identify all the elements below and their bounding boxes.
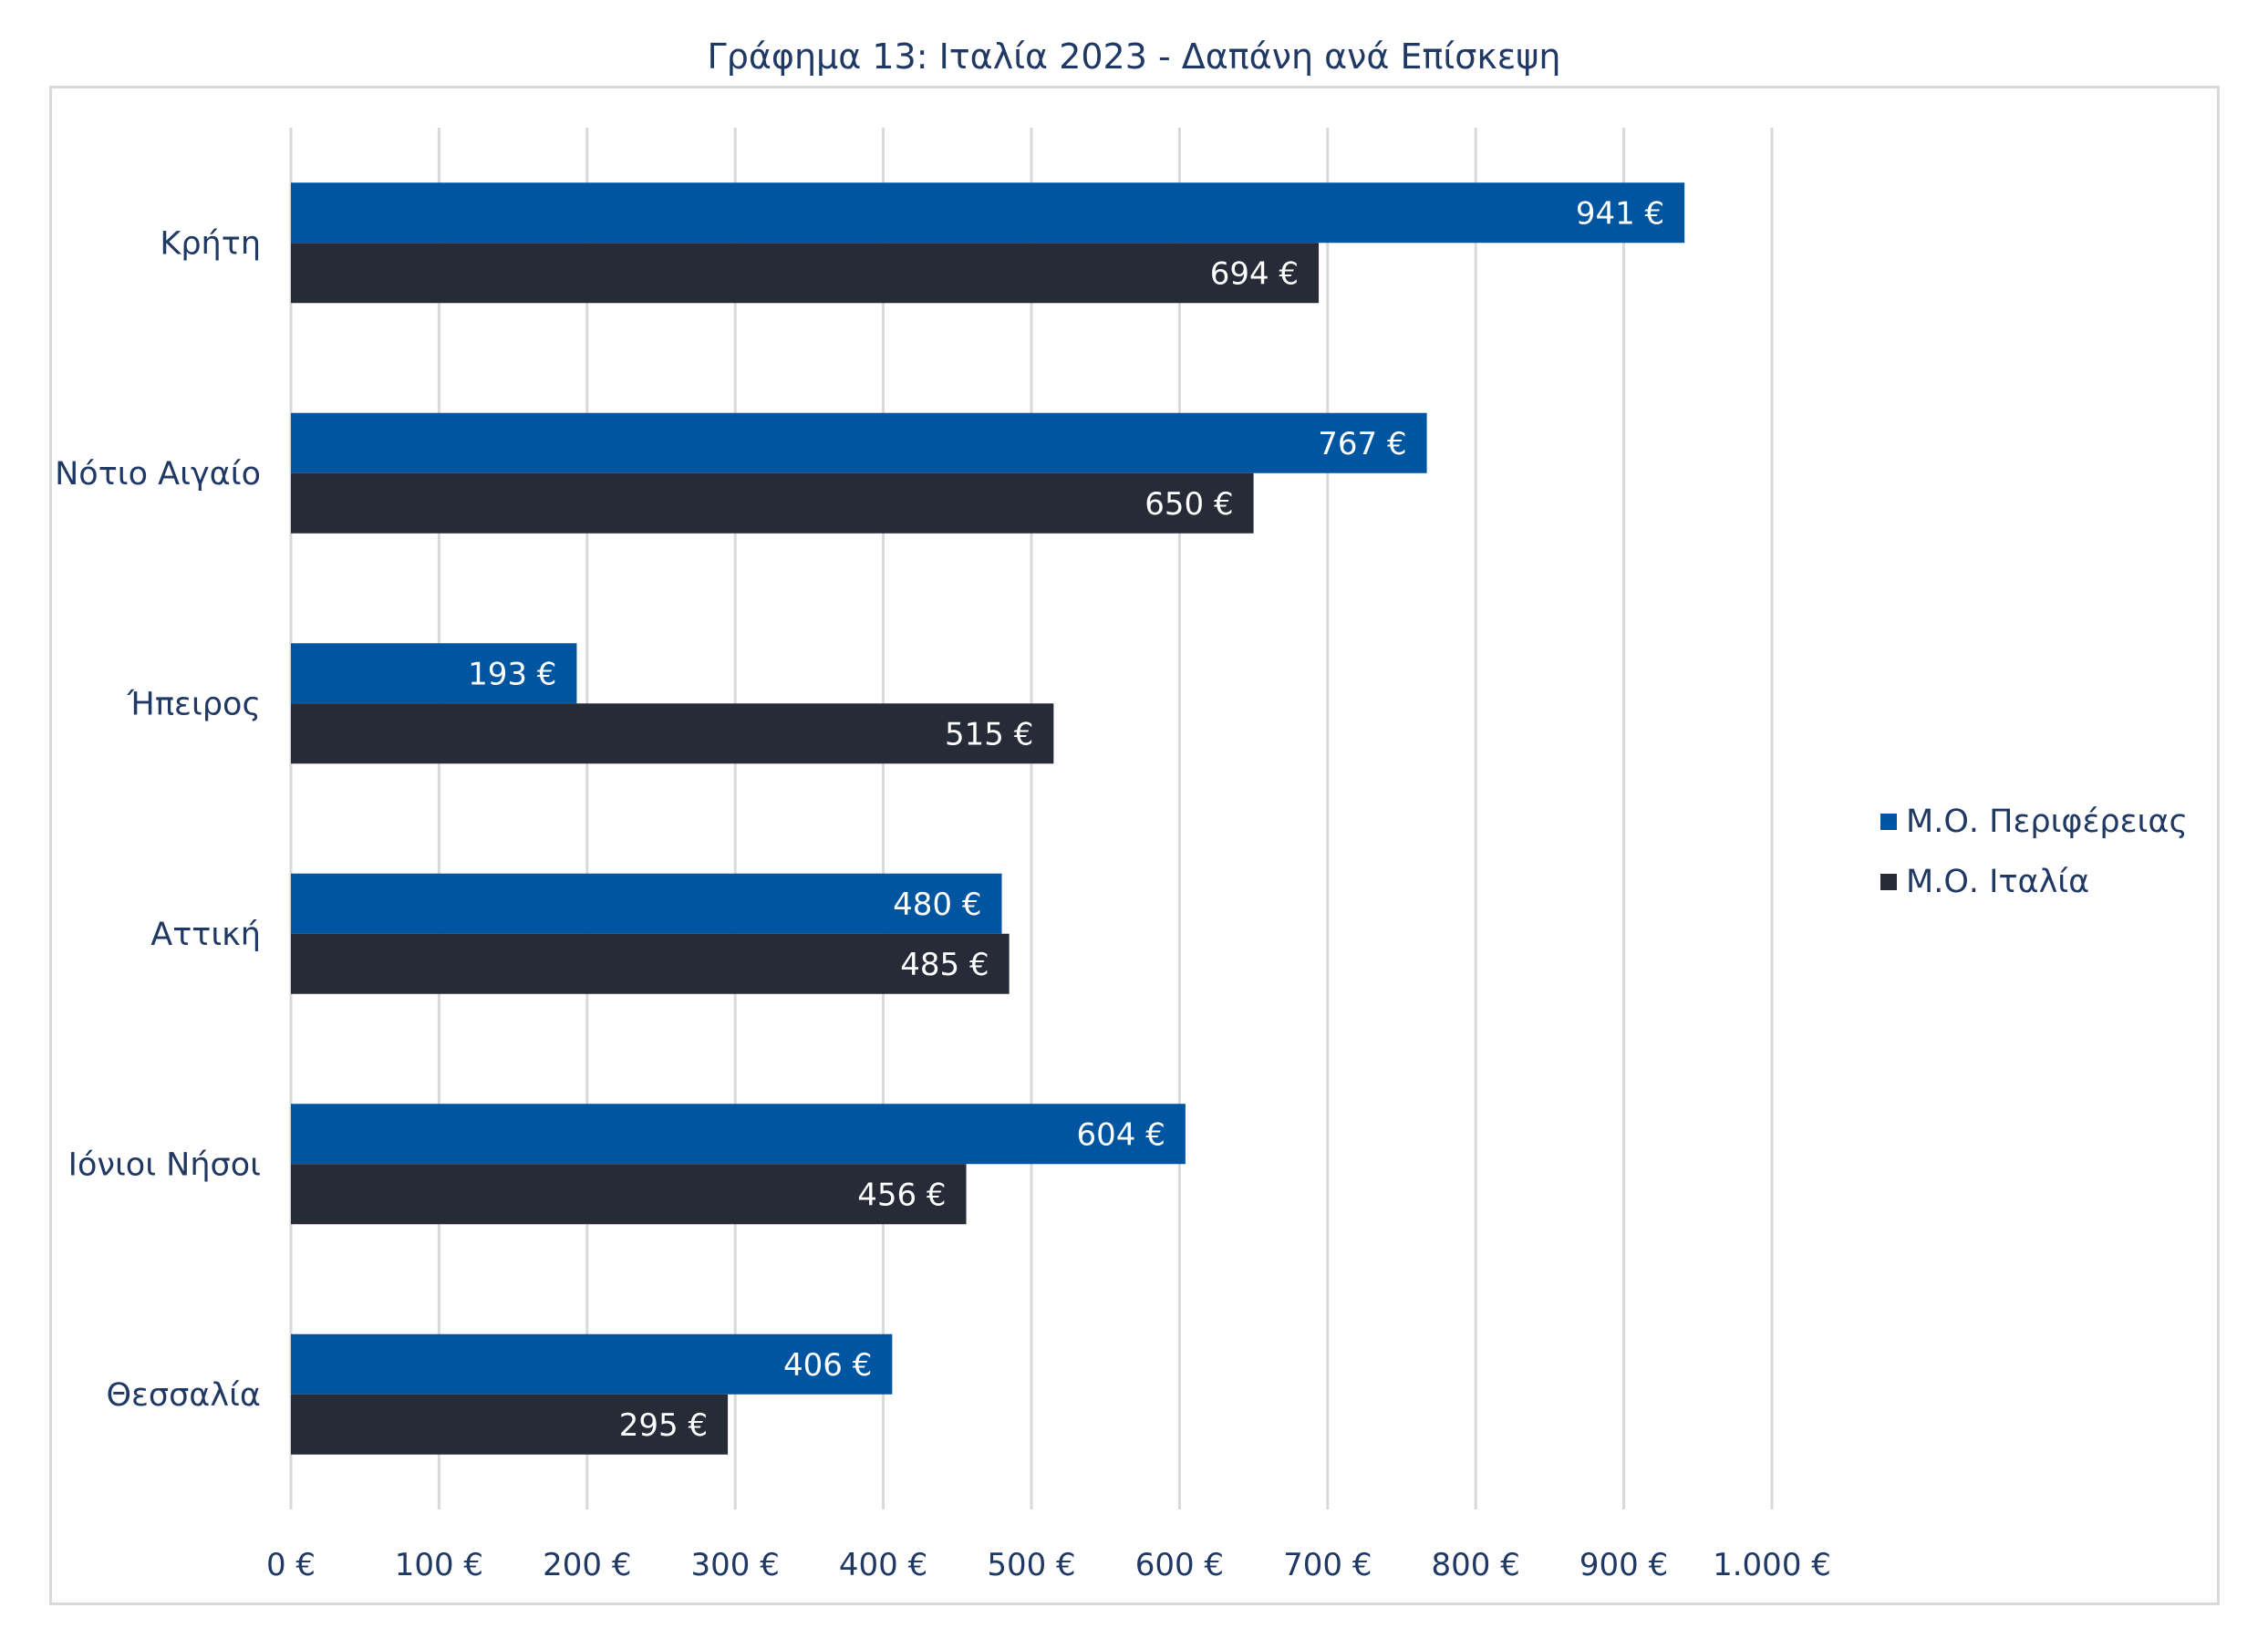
bar-italy [291, 243, 1320, 304]
bar-italy [291, 1164, 967, 1225]
x-tick-label: 1.000 € [1713, 1547, 1831, 1583]
category-label: Αττική [150, 917, 261, 953]
data-label: 941 € [1576, 195, 1664, 232]
x-tick-label: 0 € [266, 1547, 316, 1583]
legend-swatch [1880, 874, 1897, 890]
chart-frame [49, 86, 2220, 1605]
legend: Μ.Ο. Περιφέρειας Μ.Ο. Ιταλία [1880, 792, 2188, 912]
legend-swatch [1880, 814, 1897, 830]
x-tick-label: 600 € [1135, 1547, 1224, 1583]
bar-italy [291, 1394, 729, 1455]
data-label: 406 € [783, 1347, 872, 1384]
bar-region [291, 643, 577, 704]
bar-italy [291, 472, 1254, 534]
bar-region [291, 182, 1685, 244]
legend-label: Μ.Ο. Περιφέρειας [1906, 804, 2189, 840]
data-label: 480 € [893, 887, 981, 923]
data-label: 694 € [1210, 255, 1299, 292]
data-label: 650 € [1144, 486, 1233, 523]
x-tick-label: 800 € [1432, 1547, 1520, 1583]
data-label: 295 € [619, 1407, 708, 1444]
x-tick-label: 400 € [839, 1547, 927, 1583]
category-label: Ιόνιοι Νήσοι [68, 1146, 261, 1183]
data-label: 193 € [468, 656, 556, 692]
legend-item: Μ.Ο. Ιταλία [1880, 852, 2188, 912]
category-label: Ήπειρος [127, 686, 262, 722]
category-label: Θεσσαλία [106, 1377, 261, 1414]
bar-italy [291, 933, 1010, 994]
category-label: Κρήτη [160, 225, 261, 262]
data-label: 515 € [945, 716, 1033, 752]
bar-region [291, 412, 1427, 473]
x-tick-label: 100 € [395, 1547, 483, 1583]
data-label: 485 € [900, 947, 989, 983]
x-tick-label: 200 € [543, 1547, 631, 1583]
x-tick-label: 500 € [987, 1547, 1075, 1583]
legend-item: Μ.Ο. Περιφέρειας [1880, 792, 2188, 852]
x-tick-label: 700 € [1283, 1547, 1372, 1583]
bar-region [291, 1104, 1186, 1165]
bar-region [291, 1333, 893, 1395]
x-tick-label: 900 € [1579, 1547, 1668, 1583]
chart-title: Γράφημα 13: Ιταλία 2023 - Δαπάνη ανά Επί… [707, 36, 1561, 77]
category-label: Νότιο Αιγαίο [55, 456, 261, 493]
legend-label: Μ.Ο. Ιταλία [1906, 864, 2090, 900]
data-label: 767 € [1318, 426, 1406, 462]
bar-italy [291, 703, 1054, 764]
x-tick-label: 300 € [691, 1547, 780, 1583]
data-label: 604 € [1077, 1116, 1165, 1153]
bar-region [291, 873, 1002, 934]
data-label: 456 € [857, 1177, 946, 1213]
